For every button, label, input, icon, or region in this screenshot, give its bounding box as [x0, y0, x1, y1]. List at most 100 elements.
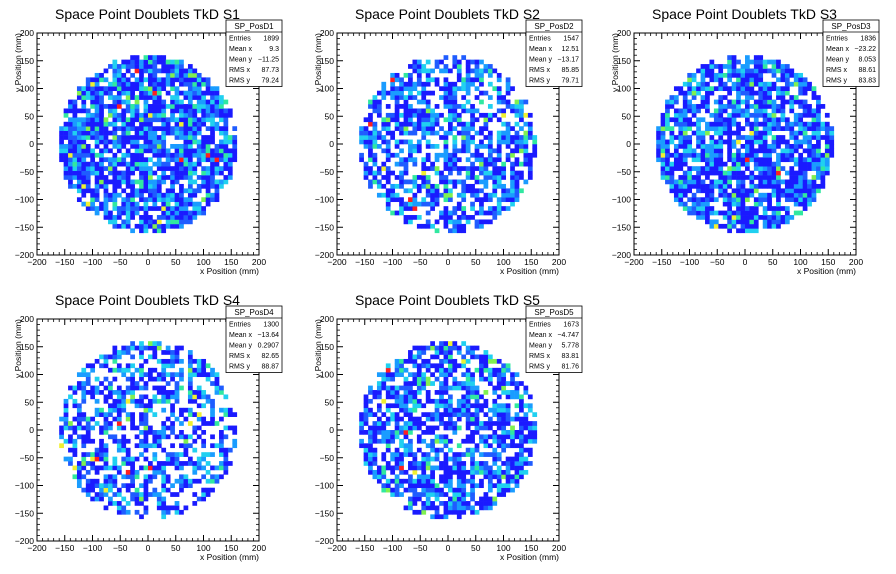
- heatmap-cell: [72, 385, 78, 391]
- heatmap-cell: [749, 81, 755, 87]
- heatmap-cell: [156, 152, 162, 158]
- heatmap-cell: [678, 108, 684, 114]
- heatmap-cell: [430, 425, 435, 431]
- heatmap-cell: [201, 394, 207, 400]
- heatmap-cell: [727, 197, 732, 203]
- heatmap-cell: [678, 112, 684, 118]
- heatmap-cell: [740, 161, 746, 167]
- stats-box-frame: [225, 305, 283, 373]
- heatmap-cell: [470, 434, 475, 440]
- heatmap-cell: [403, 201, 409, 207]
- heatmap-cell: [811, 197, 817, 203]
- heatmap-cell: [421, 86, 427, 92]
- heatmap-cell: [412, 478, 418, 484]
- heatmap-cell: [174, 350, 180, 355]
- heatmap-cell: [682, 117, 688, 123]
- heatmap-cell: [483, 496, 489, 502]
- heatmap-cell: [192, 95, 198, 100]
- heatmap-cell: [134, 68, 140, 74]
- heatmap-cell: [161, 505, 167, 511]
- heatmap-cell: [205, 108, 211, 114]
- heatmap-cell: [439, 152, 444, 158]
- heatmap-cell: [753, 228, 759, 234]
- heatmap-cell: [394, 358, 400, 364]
- heatmap-cell: [143, 492, 149, 497]
- heatmap-cell: [143, 425, 149, 431]
- heatmap-cell: [470, 447, 475, 453]
- heatmap-cell: [72, 403, 78, 409]
- heatmap-cell: [143, 487, 149, 493]
- heatmap-cell: [731, 223, 737, 229]
- heatmap-cell: [143, 77, 149, 83]
- heatmap-cell: [767, 183, 772, 189]
- heatmap-cell: [201, 363, 207, 369]
- heatmap-cell: [709, 210, 715, 216]
- heatmap-cell: [736, 170, 741, 176]
- heatmap-cell: [448, 210, 453, 216]
- heatmap-cell: [161, 161, 167, 167]
- heatmap-cell: [448, 166, 453, 171]
- heatmap-cell: [691, 175, 697, 180]
- heatmap-cell: [665, 175, 670, 180]
- heatmap-cell: [152, 108, 158, 114]
- heatmap-cell: [148, 55, 153, 60]
- heatmap-cell: [798, 90, 804, 96]
- heatmap-cell: [148, 170, 153, 176]
- y-axis-label: y Position (mm): [13, 319, 23, 378]
- heatmap-cell: [514, 183, 520, 189]
- heatmap-cell: [72, 166, 78, 171]
- heatmap-cell: [187, 144, 193, 149]
- heatmap-cell: [505, 144, 511, 149]
- heatmap-cell: [76, 412, 82, 417]
- heatmap-cell: [705, 219, 710, 225]
- heatmap-cell: [758, 144, 764, 149]
- heatmap-cell: [112, 121, 118, 127]
- heatmap-cell: [456, 130, 462, 136]
- heatmap-cell: [439, 474, 444, 480]
- heatmap-cell: [174, 210, 180, 216]
- heatmap-cell: [99, 77, 104, 83]
- heatmap-cell: [381, 117, 387, 123]
- heatmap-cell: [112, 95, 118, 100]
- heatmap-cell: [470, 135, 475, 140]
- heatmap-cell: [99, 447, 104, 453]
- heatmap-cell: [161, 77, 167, 83]
- heatmap-cell: [461, 144, 467, 149]
- heatmap-cell: [130, 55, 135, 60]
- heatmap-cell: [385, 407, 391, 413]
- heatmap-cell: [736, 90, 741, 96]
- heatmap-cell: [125, 179, 131, 185]
- heatmap-cell: [130, 157, 135, 163]
- heatmap-cell: [94, 108, 100, 114]
- heatmap-cell: [807, 152, 812, 158]
- heatmap-cell: [811, 130, 817, 136]
- heatmap-cell: [130, 197, 135, 203]
- heatmap-cell: [731, 59, 737, 65]
- heatmap-cell: [470, 166, 475, 171]
- heatmap-cell: [767, 112, 772, 118]
- heatmap-cell: [505, 152, 511, 158]
- heatmap-cell: [443, 81, 449, 87]
- heatmap-cell: [210, 86, 215, 92]
- heatmap-cell: [94, 170, 100, 176]
- heatmap-cell: [492, 192, 498, 198]
- heatmap-cell: [416, 345, 422, 351]
- heatmap-cell: [687, 135, 693, 140]
- heatmap-cell: [223, 121, 229, 127]
- heatmap-cell: [479, 354, 484, 360]
- heatmap-cell: [780, 192, 786, 198]
- heatmap-cell: [487, 104, 493, 109]
- heatmap-cell: [196, 390, 202, 395]
- heatmap-cell: [116, 81, 122, 87]
- heatmap-cell: [205, 363, 211, 369]
- heatmap-cell: [139, 117, 144, 123]
- heatmap-cell: [363, 170, 369, 176]
- heatmap-cell: [214, 121, 220, 127]
- heatmap-cell: [412, 197, 418, 203]
- heatmap-cell: [196, 188, 202, 194]
- heatmap-cell: [156, 398, 162, 404]
- heatmap-cell: [214, 179, 220, 185]
- heatmap-cell: [425, 68, 431, 74]
- heatmap-cell: [148, 104, 153, 109]
- heatmap-cell: [385, 188, 391, 194]
